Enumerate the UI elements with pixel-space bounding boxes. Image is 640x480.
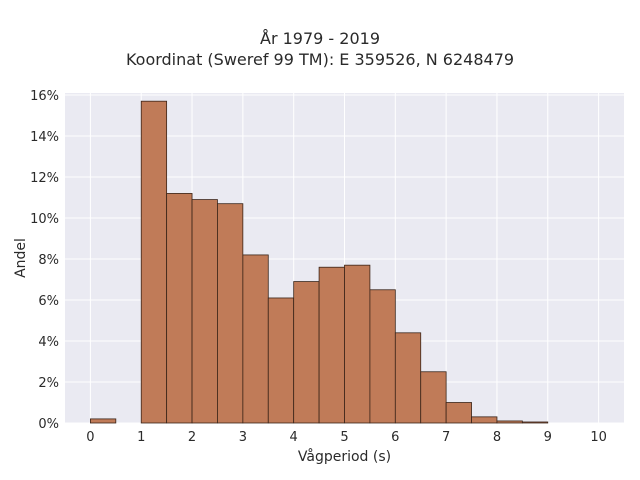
y-tick-label: 16% [30,89,59,104]
histogram-bar [394,332,422,424]
histogram-bar [267,297,295,424]
histogram-bar [420,371,447,424]
x-axis-label: Vågperiod (s) [298,448,391,465]
bars [90,100,549,424]
histogram-bar [445,402,472,424]
chart-title: År 1979 - 2019 Koordinat (Sweref 99 TM):… [0,28,640,70]
histogram-bar [166,193,193,424]
histogram-bar [369,289,396,424]
x-tick-label: 3 [239,430,247,445]
chart-title-line2: Koordinat (Sweref 99 TM): E 359526, N 62… [125,50,515,69]
y-tick-label: 2% [38,376,59,391]
x-tick-label: 5 [340,430,348,445]
x-tick-label: 0 [86,430,94,445]
y-axis-ticks: 0% 2% 4% 6% 8% 10% 12% 14% 16% [30,89,59,432]
histogram-bar [318,266,345,424]
x-tick-label: 7 [442,430,450,445]
y-tick-label: 12% [30,171,59,186]
y-tick-label: 8% [38,253,59,268]
histogram-bar [521,421,549,424]
y-axis-label: Andel [13,238,29,278]
histogram-bar [496,420,523,424]
x-tick-label: 4 [290,430,298,445]
x-tick-label: 2 [188,430,196,445]
histogram-bar [344,264,371,424]
histogram-bar [471,416,498,424]
y-tick-label: 6% [38,294,59,309]
histogram-bar [90,418,117,424]
histogram-bar [293,281,320,424]
y-tick-label: 0% [38,417,59,432]
x-axis-ticks: 0 1 2 3 4 5 6 7 8 9 10 [86,430,607,445]
y-tick-label: 4% [38,335,59,350]
histogram-bar [140,100,168,424]
histogram-bar [242,254,269,424]
x-tick-label: 6 [391,430,399,445]
y-tick-label: 10% [30,212,59,227]
x-tick-label: 10 [590,430,607,445]
histogram-bar [217,203,244,424]
histogram-bar [191,199,218,424]
chart-title-line1: År 1979 - 2019 [260,29,380,48]
y-tick-label: 14% [30,130,59,145]
x-tick-label: 9 [544,430,552,445]
x-tick-label: 1 [137,430,145,445]
x-tick-label: 8 [493,430,501,445]
